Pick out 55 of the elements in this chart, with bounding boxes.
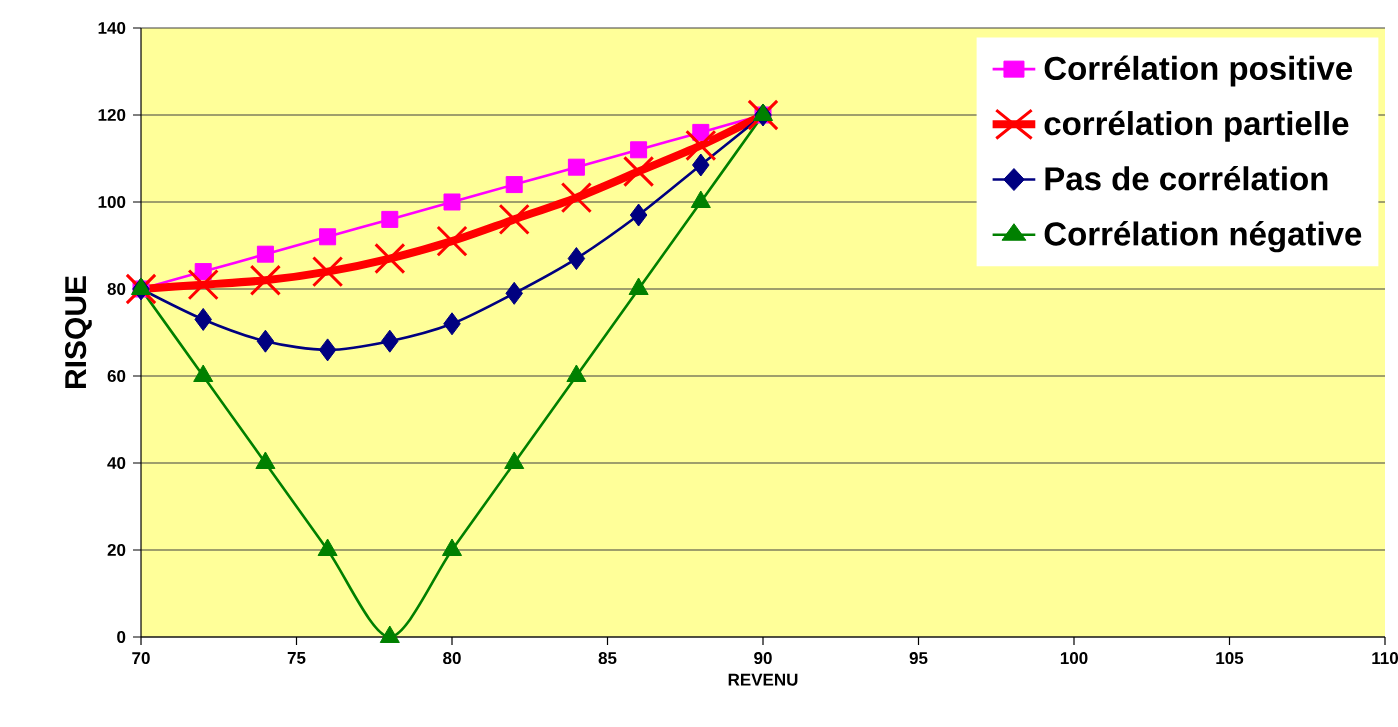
point	[194, 307, 212, 331]
y-tick-label: 40	[107, 456, 126, 469]
legend-label: Corrélation positive	[1044, 55, 1353, 87]
x-tick-label: 100	[1060, 652, 1088, 665]
point	[567, 247, 586, 271]
point	[255, 451, 276, 469]
point	[249, 264, 282, 296]
point	[441, 538, 463, 556]
y-tick-label: 0	[117, 630, 126, 643]
x-tick-label: 80	[443, 652, 461, 665]
y-tick-label: 120	[98, 108, 126, 121]
point	[187, 269, 219, 301]
point	[256, 329, 275, 353]
point	[317, 538, 338, 556]
point	[630, 141, 648, 159]
point	[567, 158, 585, 176]
point	[381, 210, 399, 228]
point	[498, 203, 530, 236]
x-tick-label: 70	[132, 652, 150, 665]
y-tick-label: 20	[107, 543, 126, 556]
point	[622, 155, 655, 188]
legend-label: Pas de corrélation	[1045, 165, 1328, 191]
x-tick-label: 90	[754, 652, 772, 665]
point	[381, 329, 399, 353]
y-tick-label: 80	[107, 282, 126, 295]
point	[311, 255, 344, 288]
point	[692, 153, 710, 177]
x-tick-label: 110	[1372, 652, 1398, 665]
x-tick-label: 75	[287, 652, 306, 664]
y-axis-title: RISQUE	[64, 276, 92, 388]
point	[685, 129, 717, 162]
point	[560, 182, 593, 214]
point	[629, 203, 648, 227]
y-tick-label: 100	[98, 195, 126, 208]
point	[319, 228, 337, 246]
x-axis-title: REVENU	[728, 673, 798, 686]
point	[504, 451, 525, 469]
point	[379, 625, 400, 643]
point	[443, 193, 461, 211]
y-tick-label: 60	[107, 369, 126, 382]
point	[505, 176, 523, 194]
legend-label: Corrélation négative	[1044, 221, 1362, 253]
point	[318, 338, 337, 362]
point	[443, 312, 461, 336]
x-tick-label: 105	[1216, 652, 1244, 665]
point	[505, 281, 523, 305]
y-tick-label: 140	[98, 21, 126, 34]
point	[256, 245, 274, 263]
x-tick-label: 95	[909, 652, 928, 665]
legend-label: corrélation partielle	[1044, 110, 1349, 142]
x-tick-label: 85	[598, 652, 617, 665]
point	[374, 242, 406, 275]
point	[566, 364, 587, 382]
point	[193, 364, 214, 382]
point	[436, 225, 468, 257]
